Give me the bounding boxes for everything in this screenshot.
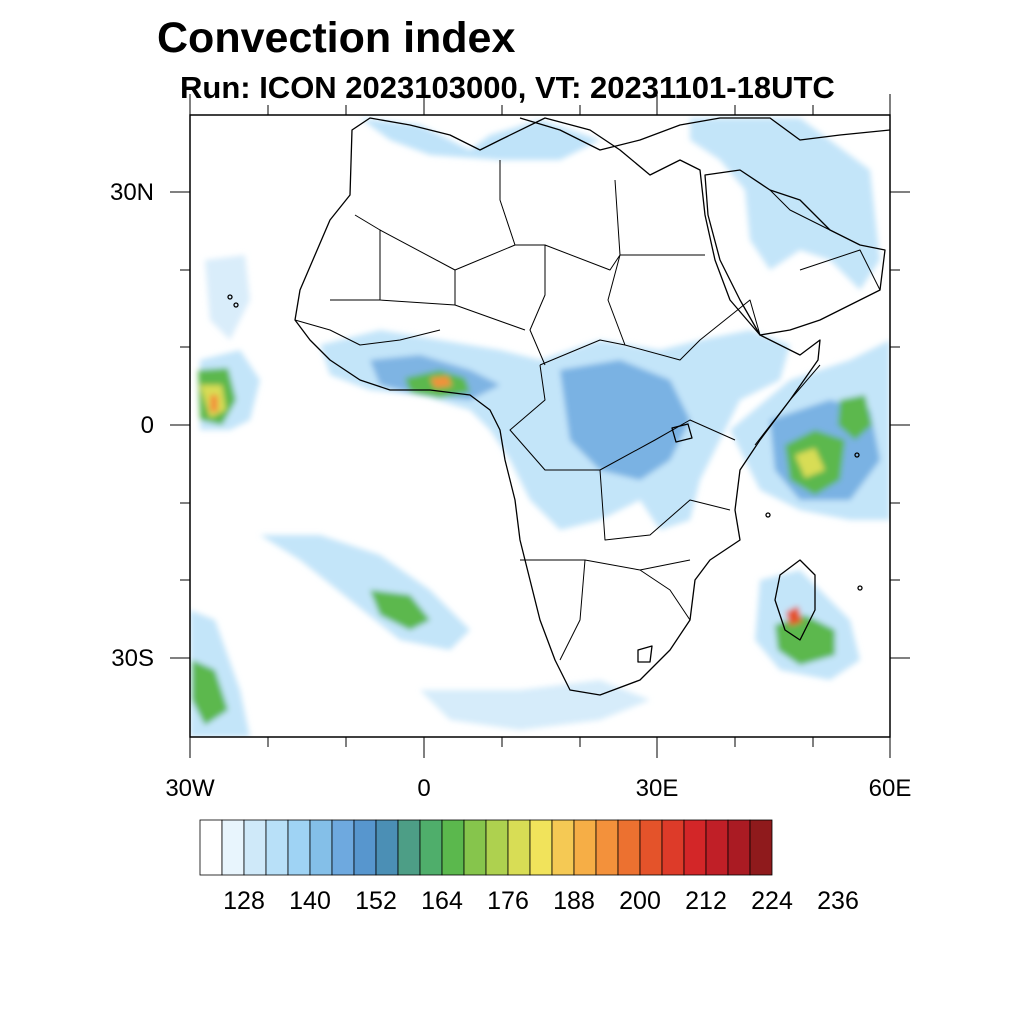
field-intense-core [786,606,802,626]
colorbar-box [331,819,355,876]
colorbar-box [727,819,751,876]
colorbar-box [617,819,641,876]
field-green-core [775,615,835,665]
colorbar-box [309,819,333,876]
field-light-area [360,118,600,160]
colorbar-box [683,819,707,876]
field-light-area [690,118,880,290]
lon-label-30e: 30E [635,775,679,802]
colorbar-label: 164 [421,887,463,915]
colorbar-label: 236 [817,887,859,915]
madagascar-coastline [774,559,816,641]
field-green-core [192,660,228,725]
page-subtitle: Run: ICON 2023103000, VT: 20231101-18UTC [180,70,835,105]
colorbar-box [463,819,487,876]
field-green-core [370,590,430,630]
cape-verde-islands [233,302,239,308]
axis-ticks [170,94,910,758]
colorbar-label: 128 [223,887,265,915]
lon-label-30w: 30W [165,775,215,802]
colorbar-box [287,819,311,876]
colorbar-box [419,819,443,876]
lake-victoria [671,423,693,443]
colorbar-label: 140 [289,887,331,915]
colorbar-label: 188 [553,887,595,915]
seychelles-island [854,452,860,458]
comoros-island [765,512,771,518]
colorbar-label: 224 [751,887,793,915]
lon-label-60e: 60E [868,775,912,802]
canary-islands [227,294,233,300]
page-title: Convection index [157,14,516,62]
colorbar-box [243,819,267,876]
colorbar-box [551,819,575,876]
colorbar-box [661,819,685,876]
colorbar-box [573,819,597,876]
colorbar-box [353,819,377,876]
colorbar-box [485,819,509,876]
field-intense-core [795,448,825,478]
map-frame [189,114,891,738]
colorbar-label: 212 [685,887,727,915]
colorbar-boxes [199,819,773,876]
colorbar-box [221,819,245,876]
colorbar-box [265,819,289,876]
africa-coastline [294,117,821,696]
field-light-area [420,680,650,730]
lesotho-border [637,645,653,663]
colorbar-box [529,819,553,876]
colorbar-box [595,819,619,876]
field-green-core [838,395,872,440]
lat-label-0: 0 [140,412,154,439]
colorbar-label: 152 [355,887,397,915]
colorbar-box [749,819,773,876]
colorbar-box [705,819,729,876]
colorbar-box [441,819,465,876]
convection-field [190,117,890,737]
lat-label-30s: 30S [111,645,154,672]
colorbar-label: 200 [619,887,661,915]
colorbar-box [375,819,399,876]
coastlines [227,117,890,696]
colorbar-box [397,819,421,876]
mauritius-island [857,585,863,591]
field-intense-core [210,395,218,412]
colorbar-box [199,819,223,876]
colorbar-box [507,819,531,876]
europe-coastline [519,117,890,151]
colorbar-label: 176 [487,887,529,915]
field-intense-core [430,376,452,388]
lat-label-30n: 30N [109,179,154,206]
field-medium-area [560,360,690,480]
arabia-coastline [704,169,886,336]
colorbar-box [639,819,663,876]
country-borders [294,160,881,661]
lon-label-0: 0 [417,775,431,802]
